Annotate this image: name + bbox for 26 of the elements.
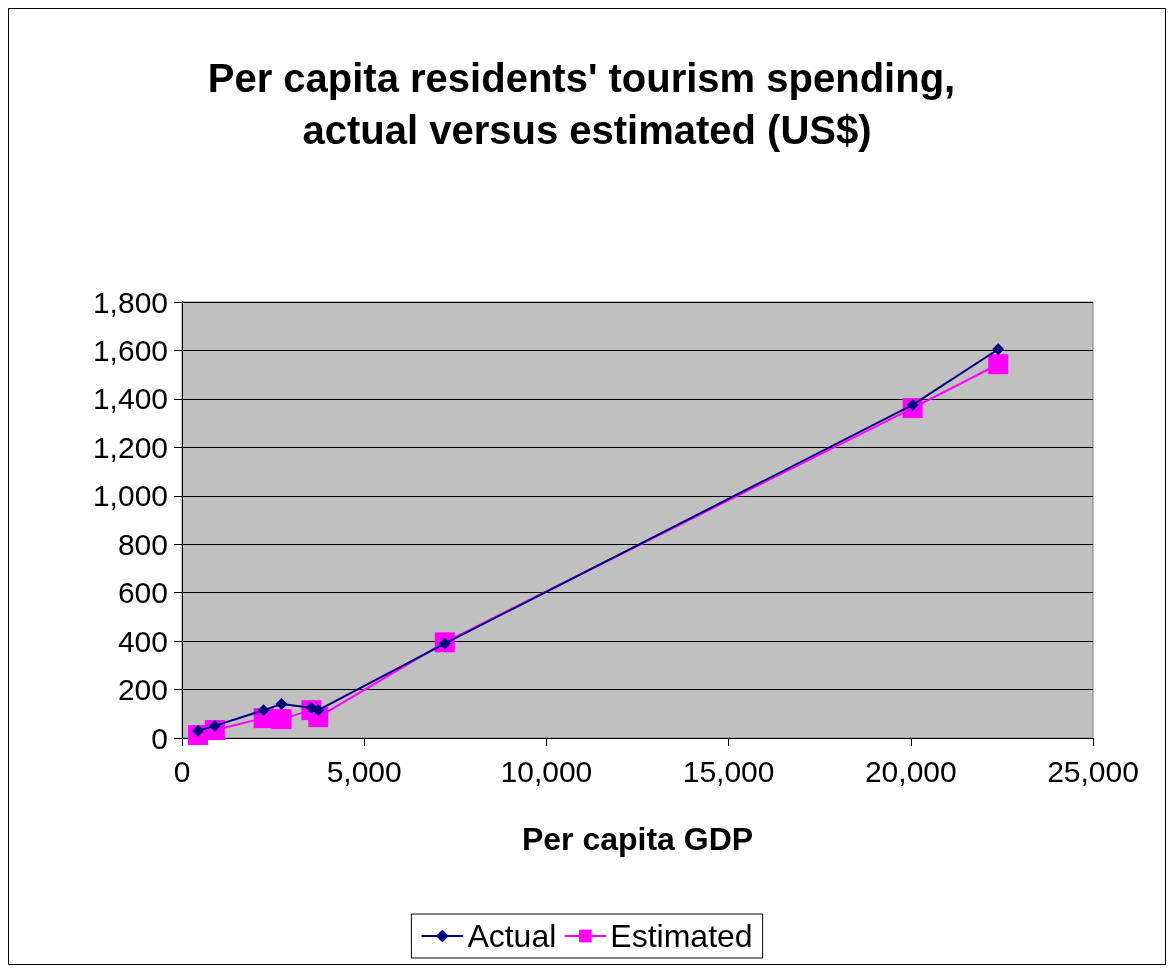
- y-tick-label: 1,800: [92, 285, 168, 319]
- x-tick-label: 25,000: [1047, 754, 1139, 788]
- chart-title: Per capita residents' tourism spending, actual versus estimated (US$): [207, 56, 967, 152]
- legend-label: Estimated: [610, 918, 753, 954]
- y-tick-label: 1,200: [92, 430, 168, 464]
- point: [312, 704, 325, 717]
- y-tick-label: 1,400: [92, 382, 168, 416]
- x-tick-label: 0: [173, 754, 191, 788]
- y-tick-label: 1,600: [92, 333, 168, 367]
- x-tick-label: 20,000: [864, 754, 957, 788]
- y-tick-label: 0: [151, 721, 168, 755]
- x-tick-label: 15,000: [682, 754, 775, 788]
- x-tick-label: 5,000: [326, 754, 402, 788]
- point: [271, 709, 292, 730]
- point: [988, 354, 1009, 375]
- point: [257, 704, 270, 717]
- y-tick-label: 200: [117, 673, 168, 707]
- y-tick-label: 600: [117, 576, 168, 610]
- y-tick-label: 1,000: [92, 479, 168, 513]
- y-tick-label: 400: [117, 624, 168, 658]
- y-tick-label: 800: [117, 527, 168, 561]
- point: [992, 343, 1005, 356]
- legend-label: Actual: [467, 918, 557, 954]
- point: [275, 698, 288, 711]
- x-tick-label: 10,000: [500, 754, 593, 788]
- x-axis-title: Per capita GDP: [521, 821, 754, 857]
